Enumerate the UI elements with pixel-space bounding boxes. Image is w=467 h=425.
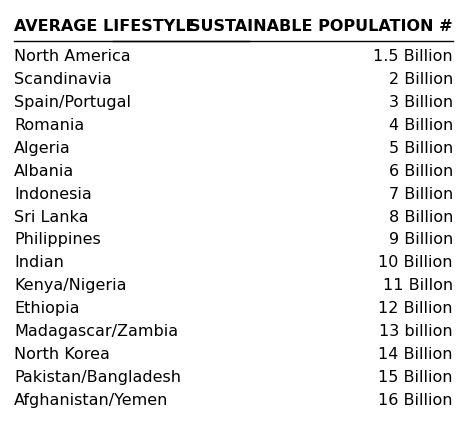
Text: 15 Billion: 15 Billion: [378, 370, 453, 385]
Text: 3 Billion: 3 Billion: [389, 95, 453, 110]
Text: 8 Billion: 8 Billion: [389, 210, 453, 224]
Text: 10 Billion: 10 Billion: [378, 255, 453, 270]
Text: Kenya/Nigeria: Kenya/Nigeria: [14, 278, 127, 293]
Text: Algeria: Algeria: [14, 141, 71, 156]
Text: North Korea: North Korea: [14, 347, 110, 362]
Text: Ethiopia: Ethiopia: [14, 301, 79, 316]
Text: Madagascar/Zambia: Madagascar/Zambia: [14, 324, 178, 339]
Text: North America: North America: [14, 49, 131, 64]
Text: 13 billion: 13 billion: [379, 324, 453, 339]
Text: 9 Billion: 9 Billion: [389, 232, 453, 247]
Text: 1.5 Billion: 1.5 Billion: [373, 49, 453, 64]
Text: Sri Lanka: Sri Lanka: [14, 210, 89, 224]
Text: Scandinavia: Scandinavia: [14, 72, 112, 87]
Text: Pakistan/Bangladesh: Pakistan/Bangladesh: [14, 370, 181, 385]
Text: Albania: Albania: [14, 164, 74, 178]
Text: 12 Billion: 12 Billion: [378, 301, 453, 316]
Text: AVERAGE LIFESTYLE: AVERAGE LIFESTYLE: [14, 19, 197, 34]
Text: 16 Billion: 16 Billion: [378, 393, 453, 408]
Text: Indonesia: Indonesia: [14, 187, 92, 201]
Text: 6 Billion: 6 Billion: [389, 164, 453, 178]
Text: Romania: Romania: [14, 118, 84, 133]
Text: 7 Billion: 7 Billion: [389, 187, 453, 201]
Text: Afghanistan/Yemen: Afghanistan/Yemen: [14, 393, 169, 408]
Text: SUSTAINABLE POPULATION #: SUSTAINABLE POPULATION #: [189, 19, 453, 34]
Text: Spain/Portugal: Spain/Portugal: [14, 95, 131, 110]
Text: 5 Billion: 5 Billion: [389, 141, 453, 156]
Text: Indian: Indian: [14, 255, 64, 270]
Text: 11 Billon: 11 Billon: [383, 278, 453, 293]
Text: 2 Billion: 2 Billion: [389, 72, 453, 87]
Text: Philippines: Philippines: [14, 232, 101, 247]
Text: 4 Billion: 4 Billion: [389, 118, 453, 133]
Text: 14 Billion: 14 Billion: [378, 347, 453, 362]
